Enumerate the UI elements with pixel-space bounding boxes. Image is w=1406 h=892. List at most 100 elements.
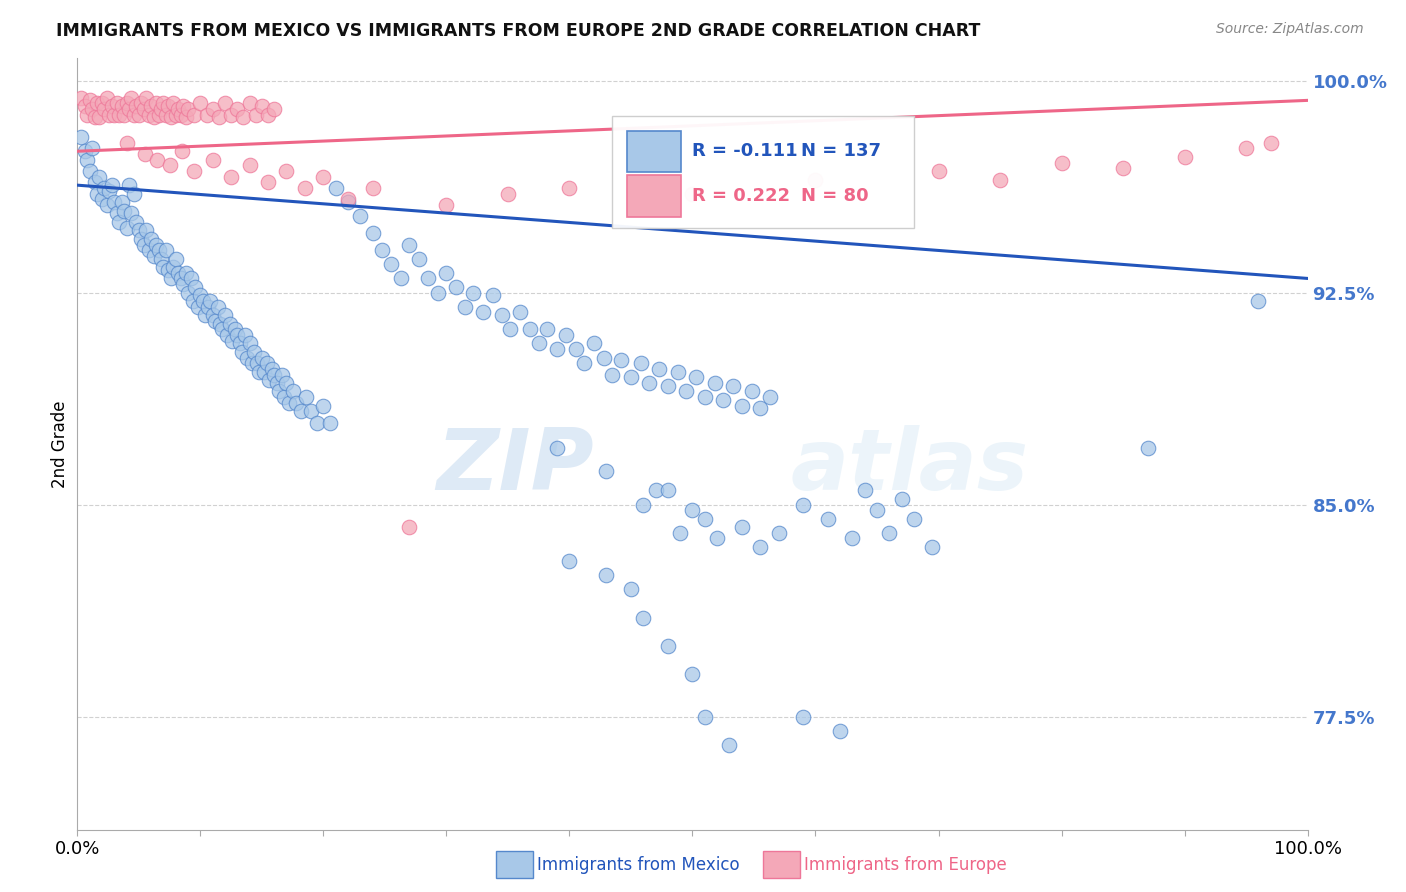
Point — [519, 322, 541, 336]
Point — [595, 464, 617, 478]
Point — [472, 305, 495, 319]
Point — [281, 384, 304, 399]
Point — [558, 554, 581, 568]
Point — [693, 709, 716, 723]
Point — [125, 99, 148, 113]
Point — [155, 107, 177, 121]
Point — [749, 401, 772, 416]
Point — [162, 96, 184, 111]
Point — [228, 336, 252, 351]
Point — [792, 709, 814, 723]
Point — [170, 271, 193, 285]
Point — [1247, 293, 1270, 308]
Point — [830, 723, 852, 738]
Point — [741, 384, 763, 399]
Point — [682, 503, 704, 517]
Point — [685, 370, 707, 384]
Point — [273, 390, 295, 404]
Point — [142, 111, 165, 125]
Point — [903, 511, 925, 525]
Point — [70, 130, 93, 145]
Point — [93, 181, 115, 195]
Point — [426, 285, 449, 300]
Point — [214, 96, 236, 111]
Point — [112, 203, 135, 218]
Point — [221, 334, 243, 348]
Point — [141, 232, 163, 246]
Point — [96, 90, 118, 104]
Point — [90, 96, 114, 111]
Point — [257, 175, 280, 189]
Point — [804, 172, 827, 186]
Point — [295, 390, 318, 404]
Point — [243, 345, 266, 359]
Point — [122, 186, 145, 201]
Point — [89, 169, 111, 184]
Point — [146, 153, 169, 167]
Point — [90, 192, 114, 206]
Point — [174, 266, 197, 280]
Point — [98, 107, 121, 121]
Point — [602, 368, 624, 382]
Point — [148, 107, 170, 121]
Point — [496, 186, 519, 201]
Point — [150, 252, 173, 266]
Point — [197, 300, 219, 314]
Point — [142, 249, 165, 263]
Point — [866, 503, 889, 517]
Point — [162, 260, 184, 274]
Point — [294, 181, 316, 195]
Point — [349, 209, 371, 223]
Point — [184, 280, 207, 294]
Point — [135, 223, 157, 237]
Point — [307, 416, 329, 430]
Point — [890, 491, 912, 506]
Point — [546, 342, 568, 356]
Point — [180, 271, 202, 285]
Point — [160, 271, 183, 285]
Point — [380, 257, 402, 271]
Point — [270, 368, 292, 382]
Point — [219, 107, 242, 121]
Point — [226, 328, 249, 343]
Point — [232, 111, 254, 125]
Point — [79, 94, 101, 108]
Point — [73, 145, 96, 159]
Point — [269, 384, 291, 399]
Point — [201, 102, 224, 116]
Point — [157, 263, 180, 277]
Point — [499, 322, 522, 336]
Point — [172, 277, 194, 291]
Point — [361, 226, 384, 240]
Point — [152, 260, 174, 274]
Text: Immigrants from Mexico: Immigrants from Mexico — [537, 856, 740, 874]
Point — [657, 483, 679, 498]
Point — [246, 356, 269, 370]
Point — [290, 404, 312, 418]
Point — [245, 107, 267, 121]
Point — [204, 314, 226, 328]
Point — [536, 322, 558, 336]
Point — [703, 376, 725, 390]
Point — [337, 195, 360, 210]
Point — [675, 384, 697, 399]
Point — [644, 483, 666, 498]
Point — [201, 153, 224, 167]
Point — [167, 266, 190, 280]
Point — [93, 102, 115, 116]
Point — [463, 285, 485, 300]
Text: atlas: atlas — [792, 425, 1029, 508]
Point — [236, 351, 259, 365]
Point — [633, 498, 655, 512]
Point — [312, 399, 335, 413]
Point — [263, 368, 285, 382]
Point — [73, 99, 96, 113]
Point — [361, 181, 384, 195]
Point — [1050, 155, 1073, 169]
Point — [749, 540, 772, 554]
Point — [118, 178, 141, 193]
Point — [491, 308, 513, 322]
Text: IMMIGRANTS FROM MEXICO VS IMMIGRANTS FROM EUROPE 2ND GRADE CORRELATION CHART: IMMIGRANTS FROM MEXICO VS IMMIGRANTS FRO… — [56, 22, 980, 40]
Point — [79, 164, 101, 178]
Point — [1112, 161, 1135, 176]
